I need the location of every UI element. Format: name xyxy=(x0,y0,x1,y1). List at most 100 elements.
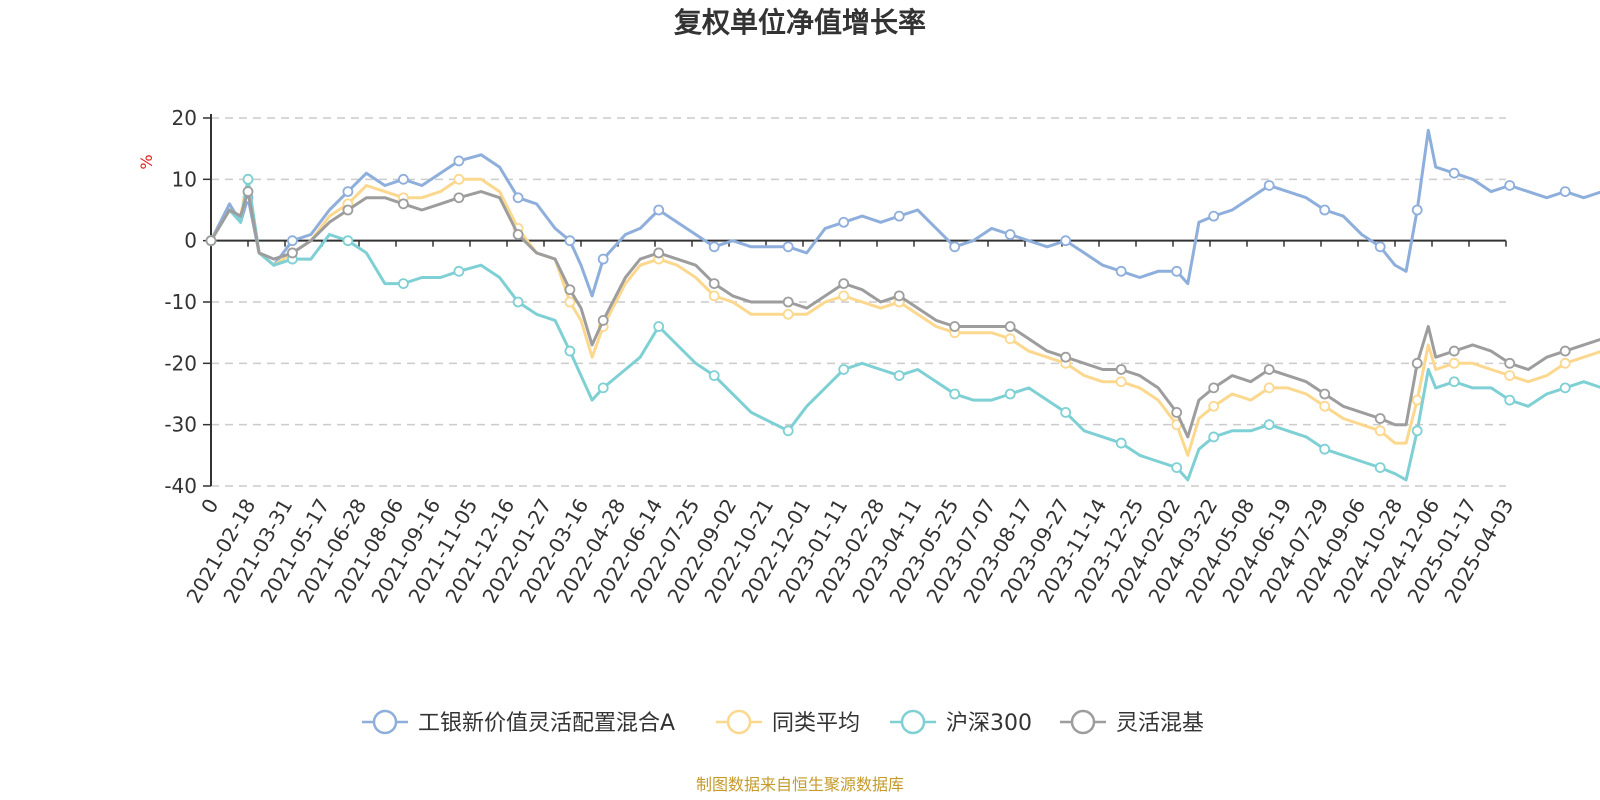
series-point xyxy=(1115,265,1127,277)
legend-marker xyxy=(1070,709,1096,735)
series-point xyxy=(1559,357,1571,369)
series-point xyxy=(1263,180,1275,191)
legend-label: 沪深300 xyxy=(946,711,1032,736)
series-point xyxy=(1374,425,1386,437)
series-point xyxy=(782,425,794,437)
series-point xyxy=(653,321,665,332)
series-point xyxy=(597,253,609,265)
series-point xyxy=(782,241,794,253)
series-point xyxy=(1004,229,1016,240)
series-point xyxy=(286,247,298,259)
series-point xyxy=(342,235,354,247)
series-point xyxy=(242,173,254,185)
series-line xyxy=(209,190,1600,439)
y-tick-label: 10 xyxy=(172,167,197,191)
legend[interactable]: 工银新价值灵活配置混合A 同类平均 沪深300 灵活混基 xyxy=(362,709,1204,736)
series-point xyxy=(453,265,465,277)
series-point xyxy=(453,192,465,204)
legend-marker xyxy=(726,709,752,735)
series-point xyxy=(1004,388,1016,400)
series-point xyxy=(1411,204,1423,216)
legend-marker xyxy=(372,709,398,735)
series-point xyxy=(397,173,409,185)
series-point xyxy=(1208,210,1220,222)
series-point xyxy=(564,284,576,296)
series-point xyxy=(597,314,609,326)
series-point xyxy=(893,210,905,222)
series-point xyxy=(1208,400,1220,412)
y-tick-label: -10 xyxy=(164,290,197,314)
series-point xyxy=(1411,357,1423,369)
series-point xyxy=(1004,333,1016,345)
series-point xyxy=(1060,406,1072,418)
series-point xyxy=(1319,388,1331,400)
series-point xyxy=(286,235,298,247)
series-point xyxy=(397,198,409,210)
series-point xyxy=(782,296,794,308)
series-point xyxy=(564,235,576,247)
series-point xyxy=(342,186,354,198)
series-point xyxy=(1319,204,1331,216)
series-point xyxy=(512,192,524,204)
y-tick-label: -20 xyxy=(164,351,197,375)
series-point xyxy=(838,290,850,302)
y-axis-ticks: 20 10 0 -10 -20 -30 -40 xyxy=(164,106,211,498)
series-point xyxy=(1263,364,1275,375)
series-point xyxy=(1319,443,1331,455)
series-point xyxy=(708,370,720,382)
y-axis-unit: % xyxy=(137,154,156,169)
series-point xyxy=(564,345,576,357)
legend-marker xyxy=(900,709,926,735)
series-point xyxy=(1004,321,1016,332)
y-tick-label: -30 xyxy=(164,413,197,437)
series-point xyxy=(1448,357,1460,369)
series-point xyxy=(1559,345,1571,357)
y-tick-label: 0 xyxy=(184,229,197,253)
series-point xyxy=(1559,382,1571,394)
series-point xyxy=(453,155,465,167)
series-point xyxy=(1060,351,1072,363)
series-point xyxy=(597,382,609,394)
y-tick-label: -40 xyxy=(164,474,197,498)
series-point xyxy=(708,241,720,253)
series-line xyxy=(209,128,1600,298)
series-point xyxy=(1115,364,1127,375)
series-line xyxy=(209,177,1600,482)
series-line xyxy=(209,177,1600,457)
series-point xyxy=(1115,437,1127,449)
series-point xyxy=(949,388,961,400)
series-point xyxy=(653,247,665,259)
axes xyxy=(210,114,1506,486)
series-point xyxy=(838,216,850,228)
series-point xyxy=(453,173,465,185)
series-point xyxy=(512,229,524,240)
legend-label: 工银新价值灵活配置混合A xyxy=(418,711,675,736)
series-point xyxy=(1504,357,1516,369)
series-lines xyxy=(205,128,1600,482)
series-point xyxy=(653,204,665,216)
data-source-note: 制图数据来自恒生聚源数据库 xyxy=(696,775,904,794)
series-point xyxy=(708,290,720,302)
series-point xyxy=(1504,370,1516,382)
series-point xyxy=(782,308,794,320)
series-point xyxy=(512,296,524,308)
series-point xyxy=(1208,382,1220,394)
x-tick-label: 0 xyxy=(196,495,223,518)
series-point xyxy=(1559,186,1571,198)
series-point xyxy=(1115,376,1127,388)
chart-title: 复权单位净值增长率 xyxy=(674,6,926,39)
series-point xyxy=(1411,394,1423,406)
series-point xyxy=(1504,394,1516,406)
series-point xyxy=(205,235,217,247)
legend-label: 同类平均 xyxy=(772,711,860,736)
series-point xyxy=(1208,431,1220,443)
series-point xyxy=(1448,167,1460,179)
y-tick-label: 20 xyxy=(172,106,197,130)
series-point xyxy=(1374,462,1386,474)
series-point xyxy=(893,370,905,382)
legend-label: 灵活混基 xyxy=(1116,711,1204,736)
series-point xyxy=(949,321,961,332)
series-point xyxy=(1504,180,1516,191)
series-point xyxy=(564,296,576,308)
